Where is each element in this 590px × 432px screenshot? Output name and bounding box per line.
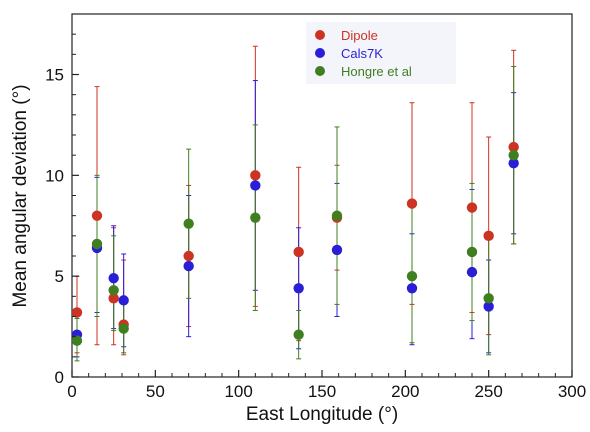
data-point <box>293 246 304 258</box>
x-tick-label: 50 <box>146 382 165 401</box>
data-point <box>118 323 129 334</box>
legend-marker <box>315 66 325 76</box>
data-point <box>118 295 129 306</box>
legend-label: Cals7K <box>341 46 383 61</box>
x-tick-label: 100 <box>224 382 252 401</box>
data-point <box>508 158 519 169</box>
x-tick-label: 300 <box>558 382 586 401</box>
legend: Dipole Cals7K Hongre et al <box>306 22 456 84</box>
x-axis-ticks: 0 50 100 150 200 250 300 <box>67 370 586 401</box>
data-points <box>71 141 519 346</box>
legend-box <box>306 22 456 84</box>
data-point <box>483 293 494 304</box>
data-point <box>71 335 83 346</box>
data-point <box>406 283 418 294</box>
x-tick-label: 200 <box>391 382 419 401</box>
x-tick-label: 0 <box>67 382 76 401</box>
legend-label: Dipole <box>341 28 378 43</box>
data-point <box>406 198 418 209</box>
data-point <box>91 238 103 250</box>
data-point <box>71 307 83 318</box>
data-point <box>183 218 194 229</box>
data-point <box>483 301 494 312</box>
y-tick-label: 0 <box>55 368 64 387</box>
y-axis-ticks: 0 5 10 15 <box>45 33 79 387</box>
data-point <box>466 266 478 278</box>
data-point <box>183 260 194 272</box>
data-point <box>508 141 519 153</box>
data-point <box>183 250 194 262</box>
data-point <box>406 270 418 282</box>
data-point <box>466 246 478 258</box>
x-tick-label: 150 <box>308 382 336 401</box>
data-point <box>108 293 119 304</box>
data-point <box>331 244 343 256</box>
y-tick-label: 5 <box>55 267 64 286</box>
y-tick-label: 10 <box>45 166 64 185</box>
legend-label: Hongre et al <box>341 64 412 79</box>
data-point <box>250 212 261 223</box>
legend-marker <box>315 48 325 58</box>
data-point <box>108 285 119 296</box>
x-axis-title: East Longitude (°) <box>246 404 398 425</box>
y-axis-title: Mean angular deviation (°) <box>10 84 31 307</box>
data-point <box>293 283 304 294</box>
data-point <box>293 329 304 340</box>
data-point <box>508 149 519 161</box>
data-point <box>91 210 103 221</box>
data-point <box>250 180 261 191</box>
data-point <box>250 170 261 181</box>
y-tick-label: 15 <box>45 66 64 85</box>
data-point <box>466 202 478 213</box>
x-tick-label: 250 <box>474 382 502 401</box>
data-point <box>331 210 343 221</box>
error-bars <box>74 45 517 362</box>
data-point <box>108 272 119 284</box>
legend-marker <box>315 30 325 40</box>
data-point <box>483 230 494 242</box>
